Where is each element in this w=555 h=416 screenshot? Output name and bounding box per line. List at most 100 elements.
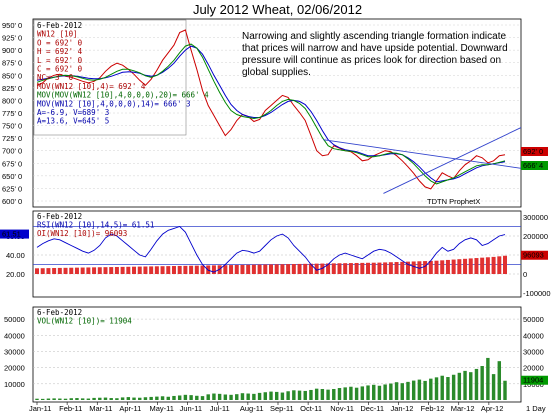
x-tick-label: Jul-11 — [210, 404, 230, 413]
oi-bar — [132, 266, 137, 274]
price-y-tick-label: 625' 0 — [2, 184, 22, 193]
volume-bar — [246, 393, 250, 400]
oi-bar — [57, 267, 62, 274]
volume-bar — [400, 383, 404, 400]
volume-bar — [115, 398, 119, 400]
price-legend-entry: O = 692' 0 — [37, 38, 83, 47]
volume-bar — [217, 393, 222, 400]
oi-bar — [360, 262, 365, 274]
volume-bar — [183, 394, 188, 400]
oi-bars — [35, 255, 507, 274]
x-tick-label: May-11 — [150, 404, 174, 413]
volume-bar — [360, 386, 365, 400]
volume-bar — [383, 384, 387, 400]
volume-bar — [497, 361, 502, 400]
volume-bar — [343, 387, 347, 400]
oi-bar — [263, 264, 268, 274]
volume-bar — [212, 393, 216, 400]
oi-bar — [405, 261, 410, 274]
price-legend-entry: 6-Feb-2012 — [37, 21, 82, 30]
volume-bar — [377, 385, 382, 400]
price-legend-entry: MOV(MOV(WN12 [10],4,0,0,0),20)= 666' 4 — [37, 91, 209, 100]
volume-bar — [280, 392, 285, 400]
volume-bar — [337, 388, 342, 400]
volume-bar — [98, 397, 102, 400]
oi-bar — [474, 258, 479, 274]
price-y-tick-label: 675' 0 — [2, 159, 22, 168]
oi-bar — [109, 267, 114, 274]
rsi-y-tick-label: 20.00 — [6, 270, 25, 279]
volume-bar — [491, 374, 496, 400]
volume-bar — [223, 394, 228, 400]
volume-bar — [143, 397, 148, 400]
oi-bar — [86, 267, 91, 274]
volume-bar — [297, 390, 302, 400]
oi-bar — [80, 267, 85, 274]
volume-bar — [463, 370, 467, 400]
oi-bar — [326, 263, 331, 274]
oi-bar — [126, 266, 131, 274]
volume-y-tick-label-right: 30000 — [523, 347, 544, 356]
price-last-value-box — [521, 161, 548, 170]
rsi-last-values: 61.51 96093 — [0, 229, 548, 260]
oi-bar — [348, 263, 353, 274]
oi-bar — [257, 264, 262, 274]
volume-bar — [229, 394, 233, 400]
volume-bar — [257, 392, 262, 400]
oi-bar — [337, 263, 342, 274]
volume-bar — [406, 381, 410, 400]
oi-bar — [480, 257, 485, 274]
x-tick-label: Apr-12 — [481, 404, 504, 413]
oi-bar — [468, 258, 473, 274]
volume-bar — [177, 395, 182, 400]
volume-bar — [138, 397, 142, 400]
x-tick-label: Nov-11 — [330, 404, 354, 413]
volume-bar — [320, 388, 325, 400]
oi-bar — [485, 257, 490, 274]
oi-bar — [74, 267, 79, 274]
volume-y-tick-label: 40000 — [4, 331, 25, 340]
oi-bar — [354, 262, 359, 274]
oi-bar — [52, 268, 57, 274]
oi-bar — [46, 268, 51, 274]
x-tick-label: Feb-11 — [59, 404, 82, 413]
volume-bar — [366, 385, 370, 400]
price-y-tick-label: 600' 0 — [2, 197, 22, 206]
oi-bar — [388, 262, 393, 274]
oi-bar — [234, 264, 239, 274]
rsi-series — [36, 225, 506, 273]
volume-y-tick-label: 20000 — [4, 364, 25, 373]
volume-bar — [274, 391, 279, 400]
oi-bar — [440, 260, 445, 274]
volume-bar — [354, 387, 359, 400]
volume-bar — [451, 374, 456, 400]
volume-bar — [292, 390, 296, 400]
price-legend-entry: MOV(WN12 [10],4,0,0,0),14)= 666' 3 — [37, 99, 191, 108]
volume-bar — [189, 395, 193, 400]
oi-bar — [303, 263, 308, 274]
volume-bar — [120, 397, 125, 400]
price-last-values: 692' 0 666' 4 — [521, 147, 548, 170]
oi-bar — [143, 266, 148, 274]
oi-bar — [457, 259, 462, 274]
volume-bar — [303, 390, 307, 400]
volume-bar — [206, 394, 210, 400]
volume-bar — [440, 375, 444, 400]
x-tick-label: Jan-12 — [391, 404, 414, 413]
price-y-tick-label: 875' 0 — [2, 59, 22, 68]
volume-bar — [63, 398, 68, 400]
rsi-legend-entry: 6-Feb-2012 — [37, 212, 82, 221]
volume-bar — [103, 397, 108, 400]
oi-bar — [194, 265, 199, 274]
price-legend-box — [33, 19, 187, 136]
oi-bar — [274, 264, 279, 274]
oi-bar — [371, 262, 376, 274]
oi-bar — [251, 264, 256, 274]
oi-bar — [120, 266, 125, 274]
oi-y-tick-label: 300000 — [523, 213, 548, 222]
volume-legend-entry: 6-Feb-2012 — [37, 308, 82, 317]
volume-bar — [58, 398, 62, 400]
volume-bar — [195, 395, 199, 400]
